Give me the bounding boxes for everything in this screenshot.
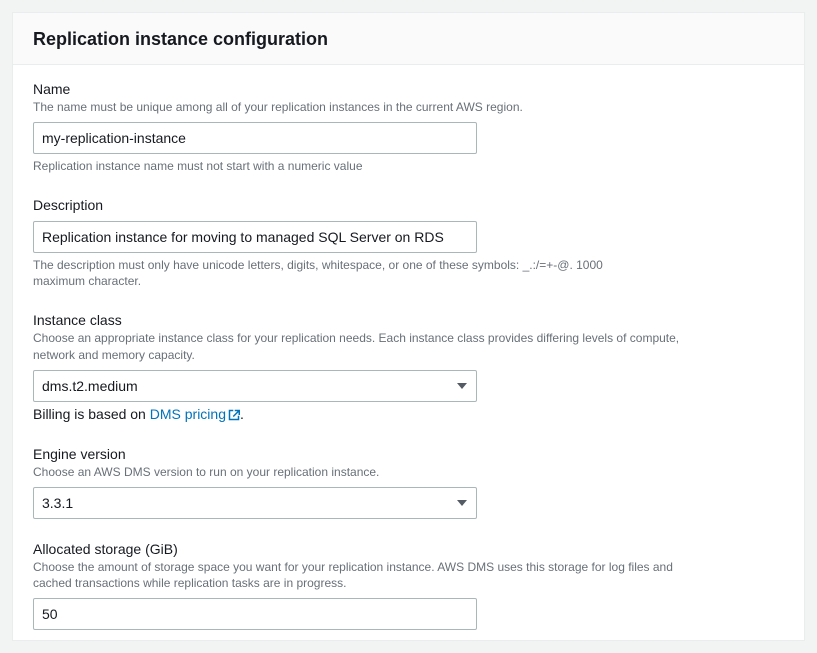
instance-class-hint: Choose an appropriate instance class for… bbox=[33, 330, 693, 364]
config-panel: Replication instance configuration Name … bbox=[12, 12, 805, 641]
panel-body: Name The name must be unique among all o… bbox=[13, 65, 804, 640]
field-name: Name The name must be unique among all o… bbox=[33, 81, 784, 175]
panel-title: Replication instance configuration bbox=[33, 29, 784, 50]
panel-header: Replication instance configuration bbox=[13, 13, 804, 65]
field-instance-class: Instance class Choose an appropriate ins… bbox=[33, 312, 784, 424]
instance-class-select[interactable]: dms.t2.medium bbox=[33, 370, 477, 402]
engine-version-select-wrap: 3.3.1 bbox=[33, 487, 477, 519]
external-link-icon bbox=[228, 408, 240, 424]
dms-pricing-link[interactable]: DMS pricing bbox=[150, 406, 240, 422]
billing-prefix: Billing is based on bbox=[33, 406, 150, 422]
name-hint-below: Replication instance name must not start… bbox=[33, 158, 784, 175]
field-engine-version: Engine version Choose an AWS DMS version… bbox=[33, 446, 784, 519]
billing-note: Billing is based on DMS pricing. bbox=[33, 406, 784, 424]
description-label: Description bbox=[33, 197, 784, 213]
allocated-storage-hint: Choose the amount of storage space you w… bbox=[33, 559, 673, 593]
allocated-storage-input[interactable] bbox=[33, 598, 477, 630]
name-input[interactable] bbox=[33, 122, 477, 154]
engine-version-select[interactable]: 3.3.1 bbox=[33, 487, 477, 519]
description-hint-below: The description must only have unicode l… bbox=[33, 257, 653, 291]
name-hint-above: The name must be unique among all of you… bbox=[33, 99, 784, 116]
billing-suffix: . bbox=[240, 406, 244, 422]
engine-version-hint: Choose an AWS DMS version to run on your… bbox=[33, 464, 784, 481]
engine-version-label: Engine version bbox=[33, 446, 784, 462]
engine-version-value: 3.3.1 bbox=[42, 495, 73, 511]
allocated-storage-label: Allocated storage (GiB) bbox=[33, 541, 784, 557]
instance-class-select-wrap: dms.t2.medium bbox=[33, 370, 477, 402]
field-description: Description The description must only ha… bbox=[33, 197, 784, 291]
instance-class-value: dms.t2.medium bbox=[42, 378, 138, 394]
name-label: Name bbox=[33, 81, 784, 97]
field-allocated-storage: Allocated storage (GiB) Choose the amoun… bbox=[33, 541, 784, 631]
instance-class-label: Instance class bbox=[33, 312, 784, 328]
description-input[interactable] bbox=[33, 221, 477, 253]
